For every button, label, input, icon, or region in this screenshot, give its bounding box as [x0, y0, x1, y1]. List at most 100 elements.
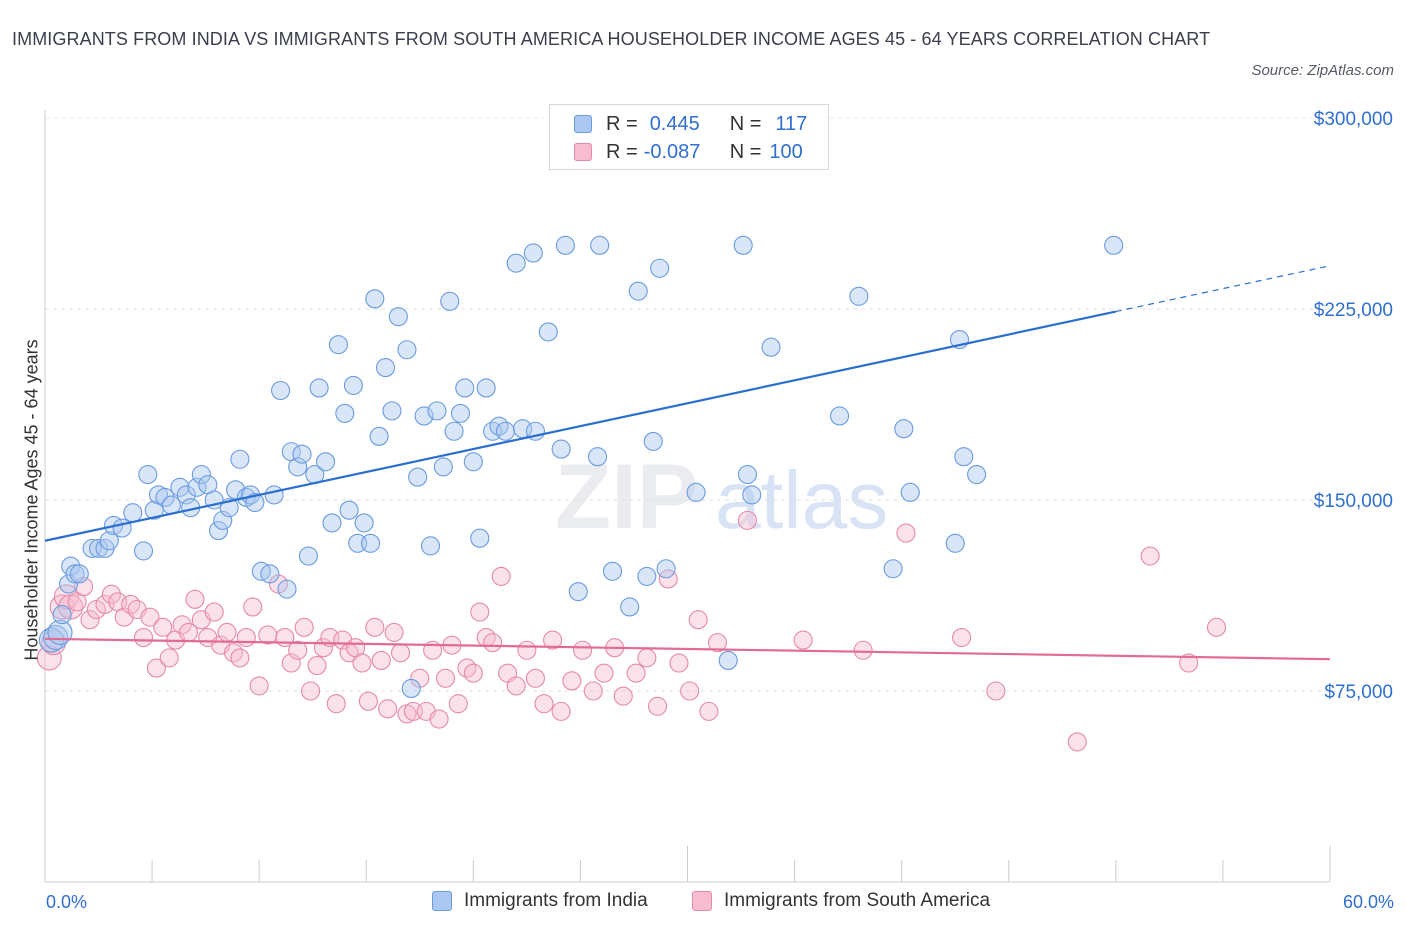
legend-n-value-south-america: 100	[769, 140, 803, 163]
point-india	[637, 566, 657, 586]
point-south-america	[551, 701, 571, 721]
point-india	[523, 243, 543, 263]
point-india	[737, 464, 758, 485]
data-points	[36, 235, 1227, 752]
point-india	[555, 235, 575, 255]
point-india	[213, 510, 233, 530]
point-south-america	[294, 617, 314, 637]
point-south-america	[153, 617, 173, 637]
point-south-america	[223, 643, 244, 663]
point-south-america	[534, 694, 554, 714]
legend-r-label-south-america: R =	[606, 140, 638, 163]
point-india	[427, 401, 447, 421]
point-india	[463, 452, 483, 472]
point-india	[628, 281, 648, 301]
legend-r-value-india: 0.445	[649, 112, 700, 135]
point-south-america	[896, 523, 916, 543]
point-south-america	[217, 622, 237, 642]
point-india	[656, 559, 676, 579]
point-south-america	[457, 658, 477, 678]
point-south-america	[470, 602, 490, 622]
point-india	[420, 536, 441, 556]
point-india	[495, 421, 516, 441]
point-south-america	[365, 617, 385, 637]
point-india	[288, 457, 308, 477]
point-india	[967, 464, 987, 485]
point-india	[954, 447, 974, 467]
point-india	[602, 561, 623, 581]
point-india	[99, 531, 119, 551]
point-india	[144, 500, 164, 520]
watermark-zip: ZIP	[555, 446, 698, 548]
point-south-america	[281, 653, 301, 673]
y-tick-label: $150,000	[1314, 491, 1393, 512]
point-india	[590, 235, 610, 255]
point-south-america	[448, 694, 468, 714]
x-tick-label-max: 60.0%	[1342, 892, 1394, 912]
point-india	[375, 358, 396, 378]
point-south-america	[573, 640, 593, 660]
point-india	[230, 449, 250, 469]
point-india	[433, 457, 453, 477]
point-south-america	[594, 663, 614, 683]
trend-line-india	[44, 310, 1117, 542]
point-south-america	[249, 676, 269, 696]
point-india	[894, 419, 914, 439]
point-india	[945, 533, 965, 553]
point-south-america	[243, 597, 263, 617]
point-south-america	[793, 630, 813, 650]
point-india	[65, 564, 85, 584]
point-india	[1104, 235, 1124, 255]
legend-row-india: R = 0.445 N = 117	[574, 112, 807, 136]
point-india	[47, 619, 73, 645]
y-tick-labels: $75,000 $150,000 $225,000 $300,000	[1314, 109, 1393, 703]
point-india	[271, 380, 291, 401]
trend-line-india-extension	[1115, 265, 1331, 313]
point-south-america	[680, 681, 700, 701]
bottom-legend-india: Immigrants from India	[432, 890, 648, 912]
point-south-america	[699, 701, 719, 721]
point-india	[322, 513, 342, 533]
point-india	[388, 307, 408, 327]
point-india	[264, 485, 284, 505]
point-india	[43, 624, 69, 651]
point-india	[354, 513, 374, 533]
point-south-america	[737, 510, 758, 530]
bottom-legend-label-south-america: Immigrants from South America	[724, 890, 991, 911]
point-india	[470, 528, 490, 548]
y-tick-label: $75,000	[1324, 682, 1393, 703]
point-south-america	[543, 630, 563, 650]
point-india	[343, 375, 363, 395]
point-india	[328, 335, 348, 355]
point-south-america	[707, 633, 728, 653]
point-india	[360, 533, 381, 553]
point-india	[408, 467, 428, 487]
point-india	[587, 447, 608, 467]
trend-lines	[44, 265, 1331, 661]
point-india	[455, 378, 475, 398]
bottom-legend-swatch-south-america	[692, 891, 712, 911]
point-india	[849, 286, 869, 306]
legend-n-label-india: N =	[729, 112, 762, 135]
grid-lines	[45, 117, 1330, 692]
bottom-legend-label-india: Immigrants from India	[464, 890, 648, 911]
point-india	[298, 546, 318, 566]
point-south-america	[463, 663, 483, 683]
point-south-america	[506, 676, 526, 696]
point-south-america	[1206, 617, 1227, 637]
point-south-america	[80, 610, 100, 630]
point-india	[52, 605, 72, 625]
point-south-america	[133, 627, 154, 648]
point-south-america	[525, 668, 545, 688]
point-india	[382, 401, 402, 421]
point-india	[69, 564, 89, 584]
point-south-america	[352, 653, 372, 673]
point-india	[900, 482, 920, 502]
point-india	[397, 340, 417, 360]
legend-r-value-south-america: -0.087	[643, 140, 701, 163]
point-india	[620, 597, 640, 617]
point-south-america	[647, 696, 668, 716]
point-india	[365, 289, 385, 309]
point-india	[686, 482, 706, 502]
